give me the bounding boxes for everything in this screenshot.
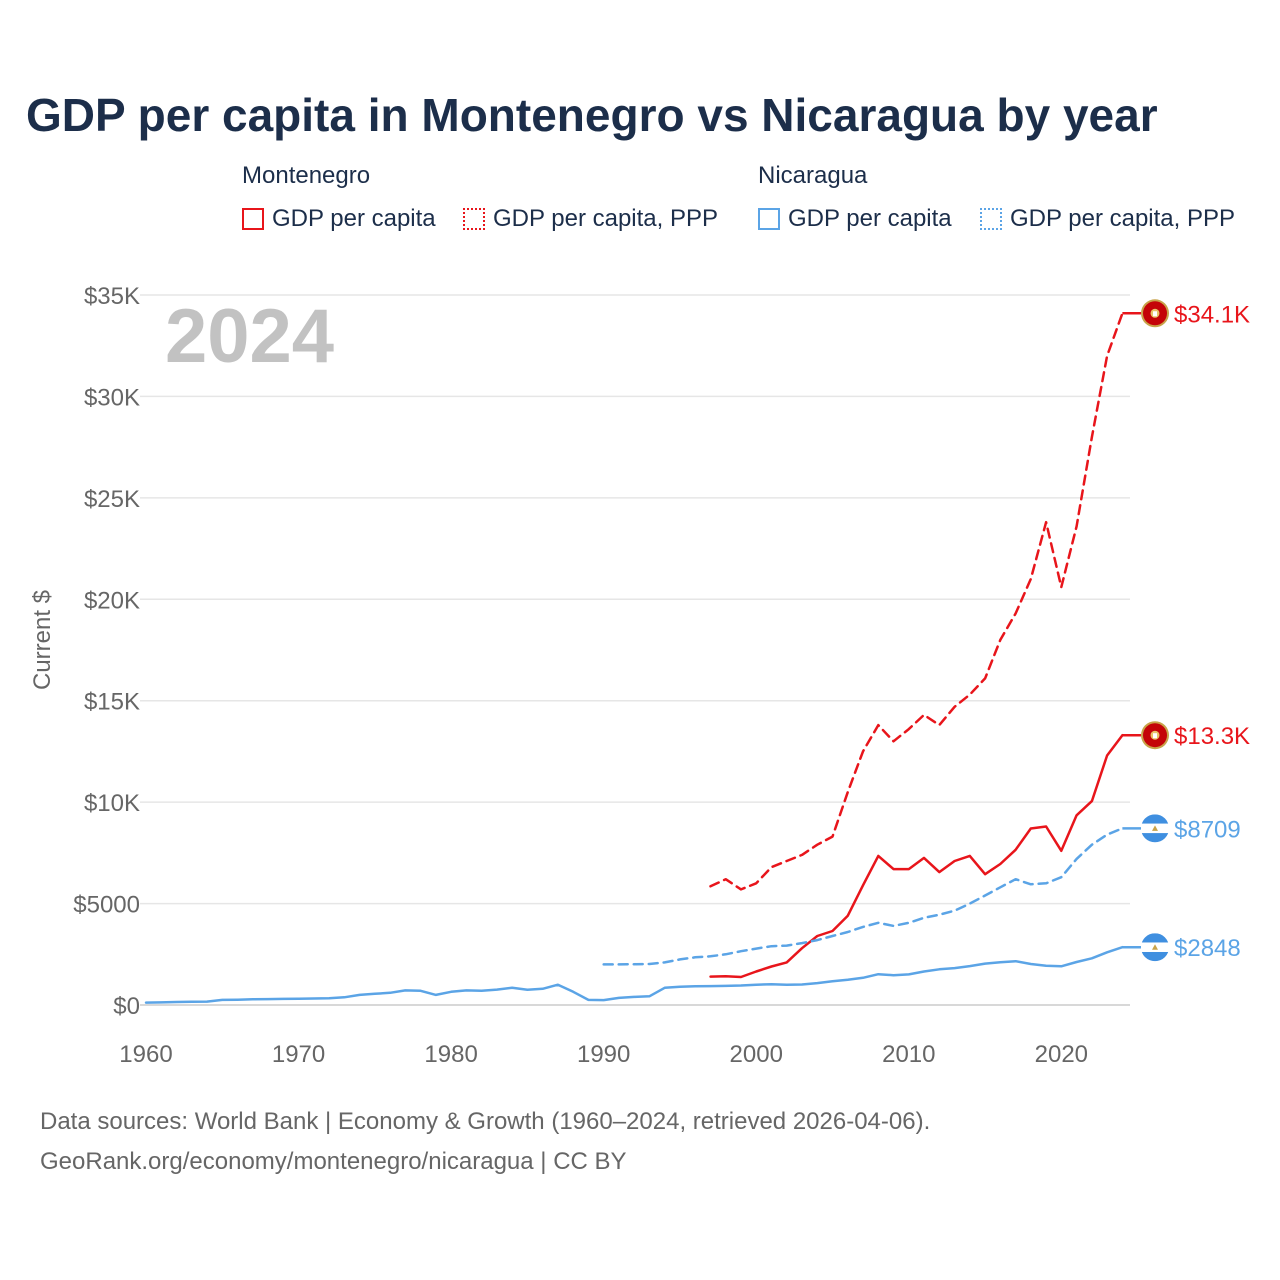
legend-swatch-solid-blue (758, 208, 780, 230)
series-line-nicaragua-gdp (144, 945, 1124, 1004)
legend-item-nicaragua-ppp[interactable]: GDP per capita, PPP (980, 204, 1235, 234)
legend-group-nicaragua: Nicaragua (758, 162, 868, 189)
y-tick-label: $10K (84, 790, 140, 817)
legend-item-montenegro-ppp[interactable]: GDP per capita, PPP (463, 204, 718, 234)
legend-swatch-solid-red (242, 208, 264, 230)
x-tick-label: 2010 (882, 1041, 935, 1068)
y-tick-label: $5000 (73, 892, 140, 919)
footer-sources: Data sources: World Bank | Economy & Gro… (40, 1108, 931, 1135)
series-line-nicaragua-ppp (602, 827, 1124, 966)
series-end-label: $8709 (1174, 816, 1241, 843)
series-end-label: $2848 (1174, 935, 1241, 962)
x-tick-label: 1980 (424, 1041, 477, 1068)
x-tick-label: 2020 (1035, 1041, 1088, 1068)
flag-montenegro-icon (1141, 721, 1169, 750)
legend-group-montenegro: Montenegro (242, 162, 371, 189)
series-end-label: $34.1K (1174, 301, 1250, 328)
y-tick-label: $35K (84, 283, 140, 310)
y-tick-label: $20K (84, 587, 140, 614)
legend-label: GDP per capita (788, 205, 952, 232)
legend-swatch-dotted-blue (980, 208, 1002, 230)
x-tick-label: 1970 (272, 1041, 325, 1068)
y-axis-label: Current $ (29, 590, 56, 690)
y-tick-label: $25K (84, 486, 140, 513)
legend-label: GDP per capita (272, 205, 436, 232)
x-tick-label: 2000 (730, 1041, 783, 1068)
y-tick-label: $0 (113, 993, 140, 1020)
series-end-label: $13.3K (1174, 723, 1250, 750)
flag-nicaragua-icon (1141, 814, 1169, 843)
chart-title: GDP per capita in Montenegro vs Nicaragu… (26, 89, 1158, 141)
legend-item-nicaragua-gdp[interactable]: GDP per capita (758, 204, 952, 234)
legend-label: GDP per capita, PPP (1010, 205, 1235, 232)
series-line-montenegro-gdp (709, 733, 1124, 979)
y-tick-label: $30K (84, 384, 140, 411)
series-line-montenegro-ppp (709, 312, 1124, 891)
legend-label: GDP per capita, PPP (493, 205, 718, 232)
x-tick-label: 1960 (119, 1041, 172, 1068)
line-chart: $0 $5000 $10K $15K $20K $25K $30K $35K 1960 1970 1… (29, 283, 1250, 1068)
legend-swatch-dotted-red (463, 208, 485, 230)
x-tick-label: 1990 (577, 1041, 630, 1068)
footer-attribution: GeoRank.org/economy/montenegro/nicaragua… (40, 1148, 627, 1175)
flag-nicaragua-icon (1141, 933, 1169, 962)
y-tick-label: $15K (84, 689, 140, 716)
legend-item-montenegro-gdp[interactable]: GDP per capita (242, 204, 436, 234)
year-label: 2024 (165, 294, 334, 379)
flag-montenegro-icon (1141, 299, 1169, 328)
